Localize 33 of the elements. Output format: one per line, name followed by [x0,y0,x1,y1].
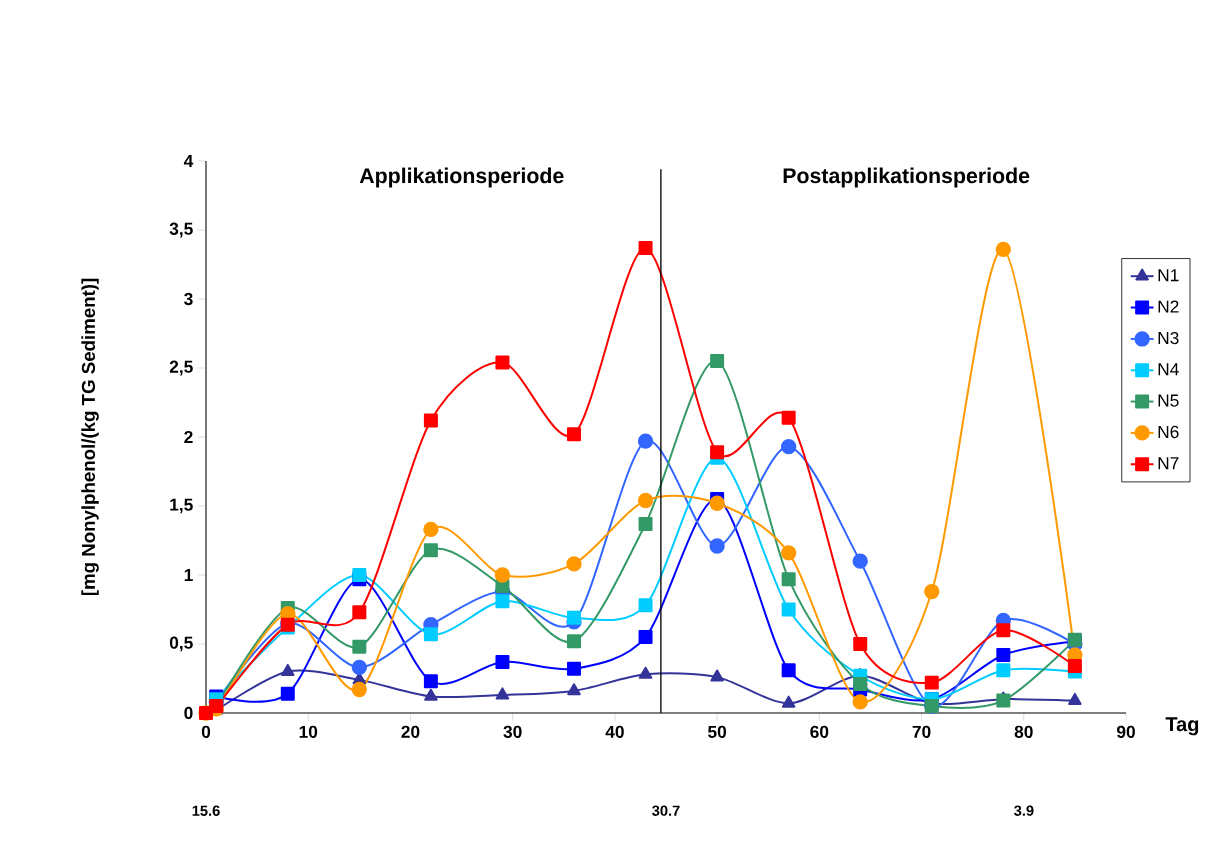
y-tick-label: 0,5 [169,636,193,652]
legend-label: N5 [1158,394,1179,407]
y-tick-label: 1,5 [170,498,193,514]
x-tick-label: 50 [708,725,727,738]
y-tick-label: 2 [184,430,193,444]
y-tick-label: 3,5 [169,222,193,238]
legend-label: N6 [1158,425,1179,439]
x-tick-label: 70 [912,725,931,738]
x-tick-label: 80 [1014,725,1033,738]
y-tick-label: 4 [183,155,194,167]
y-tick-label: 1 [184,569,193,581]
y-tick-label: 3 [184,292,193,306]
text: 15.6 [192,805,220,816]
x-tick-label: 40 [605,725,624,738]
y-tick-label: 2,5 [169,360,193,376]
legend-label: N3 [1158,331,1179,345]
x-tick-label: 0 [201,725,211,738]
text: 3.9 [1014,805,1034,816]
x-tick-label: 90 [1116,725,1135,738]
x-tick-label: 20 [401,725,420,738]
y-axis-title: [mg Nonylphenol/(kg TG Sediment)] [81,278,99,596]
text: 30.7 [652,805,680,816]
annotation: Applikationsperiode [359,167,564,188]
legend-label: N1 [1158,269,1179,282]
x-axis-title: Tag [1165,717,1199,736]
x-tick-label: 30 [503,725,522,738]
legend-label: N2 [1158,300,1179,313]
x-tick-label: 10 [299,725,318,738]
annotation: Postapplikationsperiode [783,167,1030,188]
y-tick-label: 0 [184,706,193,720]
legend-label: N7 [1158,457,1179,470]
x-tick-label: 60 [810,725,829,738]
legend-label: N4 [1158,363,1179,376]
